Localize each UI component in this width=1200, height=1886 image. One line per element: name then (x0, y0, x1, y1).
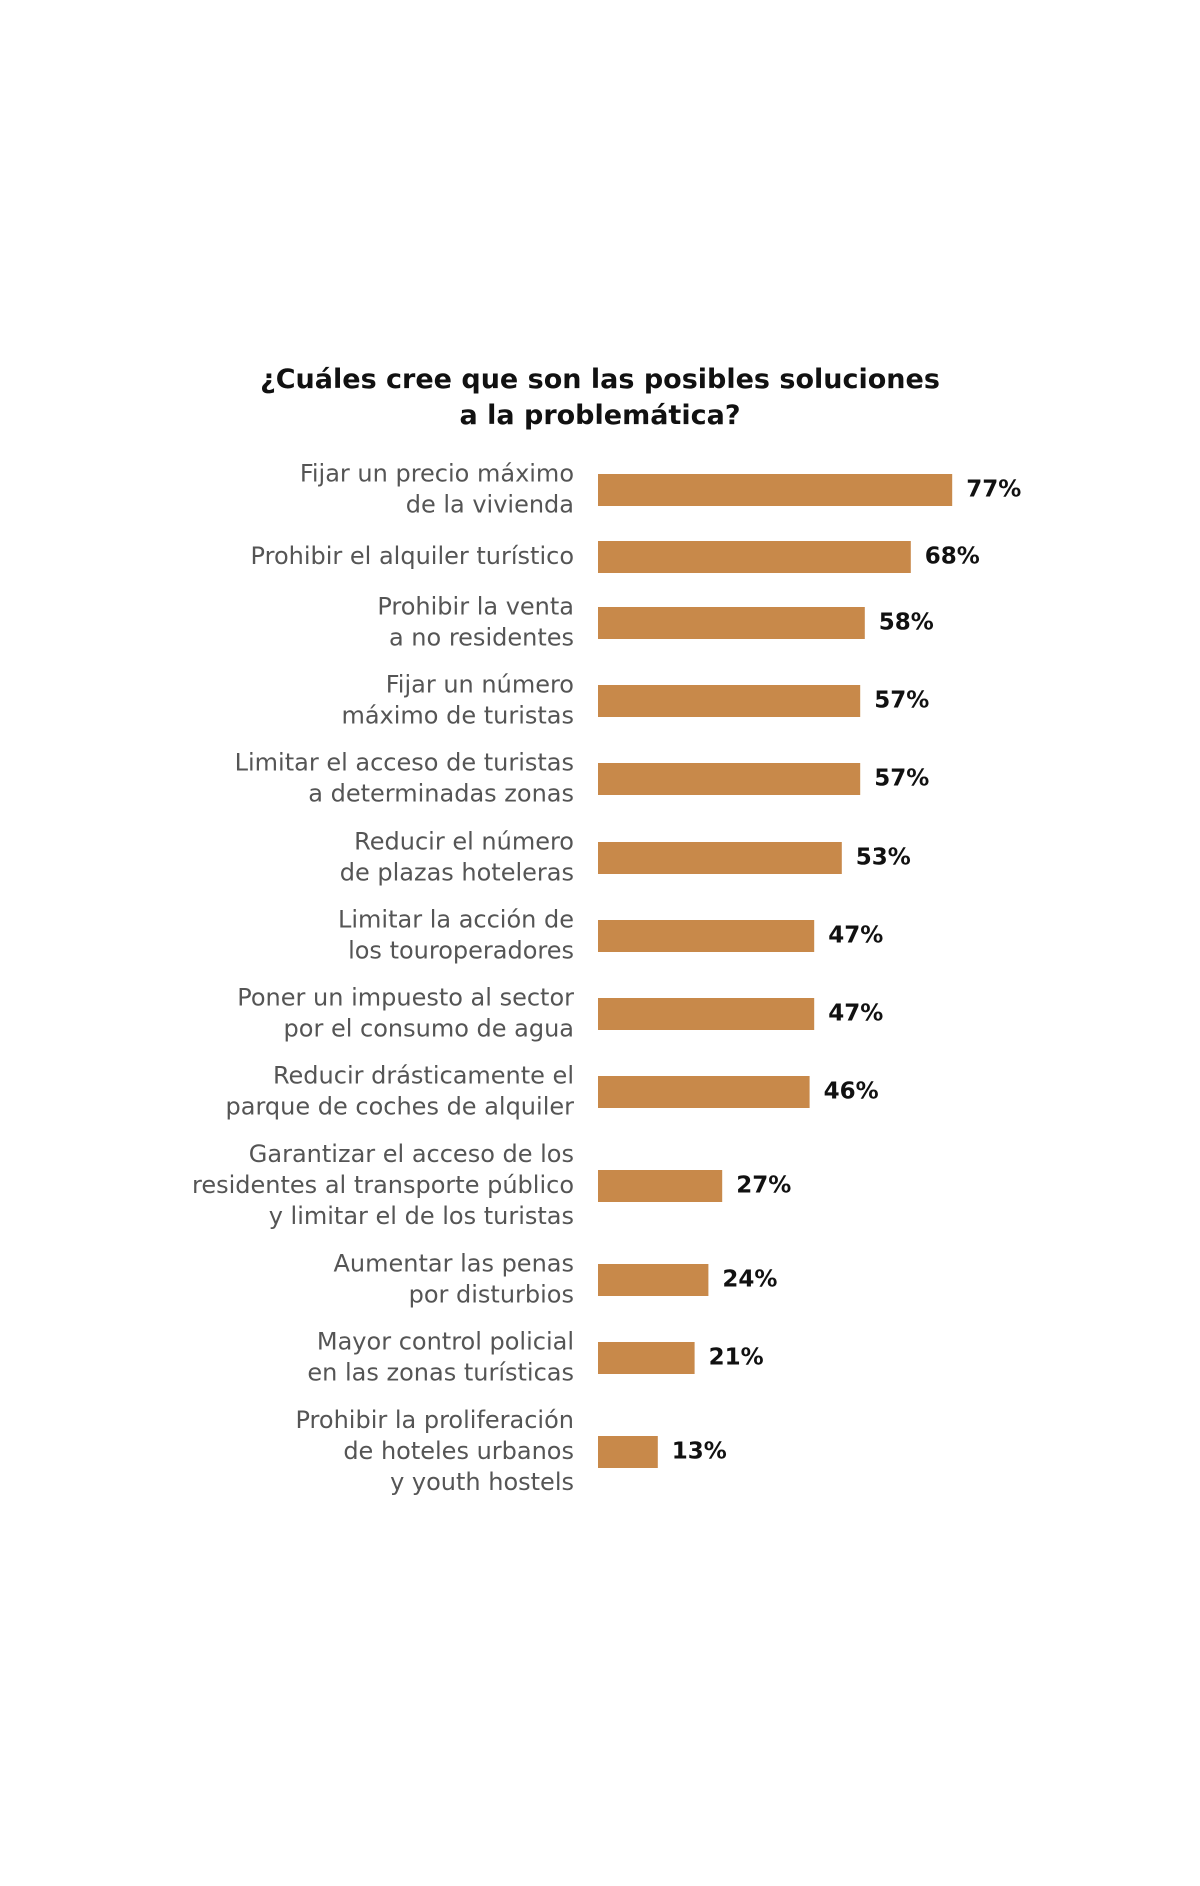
value-label-9: 27% (736, 1173, 791, 1199)
category-label-5: Reducir el número de plazas hoteleras (340, 828, 574, 887)
bar-2 (598, 607, 865, 639)
bar-12 (598, 1436, 658, 1468)
category-label-0: Fijar un precio máximo de la vivienda (300, 460, 574, 519)
chart-title: ¿Cuáles cree que son las posibles soluci… (260, 364, 940, 431)
bar-7 (598, 998, 815, 1030)
value-label-10: 24% (722, 1267, 777, 1293)
bar-8 (598, 1076, 810, 1108)
category-label-4: Limitar el acceso de turistas a determina… (235, 749, 574, 808)
bar-4 (598, 763, 861, 795)
category-label-9: Garantizar el acceso de los residentes al… (192, 1140, 574, 1230)
bar-1 (598, 541, 911, 573)
bar-6 (598, 920, 815, 952)
category-label-11: Mayor control policial en las zonas turís… (307, 1328, 574, 1387)
value-label-4: 57% (874, 766, 929, 792)
bar-9 (598, 1170, 723, 1202)
category-label-2: Prohibir la venta a no residentes (377, 593, 574, 652)
category-label-3: Fijar un número máximo de turistas (341, 671, 574, 730)
value-label-6: 47% (828, 923, 883, 949)
value-label-11: 21% (709, 1345, 764, 1371)
bar-0 (598, 474, 953, 506)
bar-11 (598, 1342, 695, 1374)
value-label-3: 57% (874, 688, 929, 714)
value-label-1: 68% (925, 544, 980, 570)
category-label-1: Prohibir el alquiler turístico (251, 542, 574, 570)
bar-5 (598, 842, 842, 874)
category-label-6: Limitar la acción de los touroperadores (338, 906, 574, 965)
bar-10 (598, 1264, 709, 1296)
value-label-5: 53% (856, 845, 911, 871)
bar-3 (598, 685, 861, 717)
category-label-8: Reducir drásticamente el parque de coches… (226, 1062, 575, 1121)
value-label-7: 47% (828, 1001, 883, 1027)
value-label-2: 58% (879, 610, 934, 636)
category-label-10: Aumentar las penas por disturbios (333, 1250, 574, 1309)
category-label-7: Poner un impuesto al sector por el consum… (237, 984, 574, 1043)
category-label-12: Prohibir la proliferación de hoteles urba… (296, 1406, 575, 1496)
value-label-12: 13% (672, 1439, 727, 1465)
value-label-8: 46% (824, 1079, 879, 1105)
value-label-0: 77% (966, 477, 1021, 503)
